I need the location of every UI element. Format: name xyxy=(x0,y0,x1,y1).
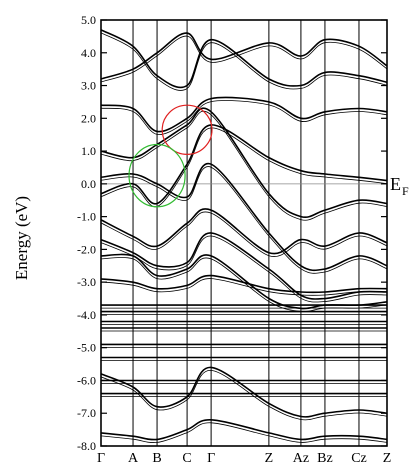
y-tick-label: -6.0 xyxy=(77,373,96,387)
y-tick-label: 4.0 xyxy=(81,46,96,60)
y-tick-label: -1.0 xyxy=(77,210,96,224)
y-tick-label: -8.0 xyxy=(77,439,96,453)
y-tick-label: 0.0 xyxy=(81,177,96,191)
band-line xyxy=(101,232,387,300)
band-line-degenerate xyxy=(101,100,387,135)
x-kpoint-label: Γ xyxy=(97,451,105,466)
band-line xyxy=(101,274,387,294)
band-line xyxy=(101,124,387,205)
x-kpoint-label: Az xyxy=(293,451,309,466)
y-tick-label: -2.0 xyxy=(77,242,96,256)
band-line-degenerate xyxy=(101,166,387,274)
band-line-degenerate xyxy=(101,127,387,208)
x-kpoint-label: B xyxy=(152,451,161,466)
highlight-circle xyxy=(161,104,213,155)
band-line-degenerate xyxy=(101,110,387,221)
band-line xyxy=(101,162,387,272)
highlight-circle xyxy=(128,143,186,208)
band-line-degenerate xyxy=(101,235,387,303)
y-tick-label: -7.0 xyxy=(77,406,96,420)
x-kpoint-label: Z xyxy=(383,451,392,466)
band-line xyxy=(101,107,387,219)
band-line xyxy=(101,366,387,418)
x-kpoint-label: Bz xyxy=(317,451,333,466)
y-tick-label: 5.0 xyxy=(81,13,96,27)
y-tick-label: -4.0 xyxy=(77,308,96,322)
plot-frame xyxy=(100,19,388,447)
x-kpoint-label: Cz xyxy=(351,451,367,466)
band-line-degenerate xyxy=(101,211,387,257)
band-line-degenerate xyxy=(101,422,387,444)
band-line xyxy=(101,32,387,80)
x-kpoint-label: C xyxy=(182,451,191,466)
x-kpoint-label: Γ xyxy=(207,451,215,466)
y-tick-label: 3.0 xyxy=(81,79,96,93)
y-tick-label: -3.0 xyxy=(77,275,96,289)
y-axis-title: Energy (eV) xyxy=(12,196,31,280)
band-line xyxy=(101,96,387,133)
band-line xyxy=(101,208,387,255)
y-tick-label: 2.0 xyxy=(81,111,96,125)
y-tick-label: -5.0 xyxy=(77,341,96,355)
y-tick-label: 1.0 xyxy=(81,144,96,158)
y-axis-title-text: Energy (eV) xyxy=(12,196,31,280)
x-kpoint-label: Z xyxy=(265,451,274,466)
band-line-degenerate xyxy=(101,32,387,91)
band-line-degenerate xyxy=(101,278,387,296)
band-line xyxy=(101,418,387,441)
fermi-level-subscript: F xyxy=(402,184,409,198)
x-kpoint-label: A xyxy=(128,451,139,466)
band-line xyxy=(101,29,387,89)
fermi-level-label: E xyxy=(390,174,401,194)
band-line-degenerate xyxy=(101,369,387,421)
